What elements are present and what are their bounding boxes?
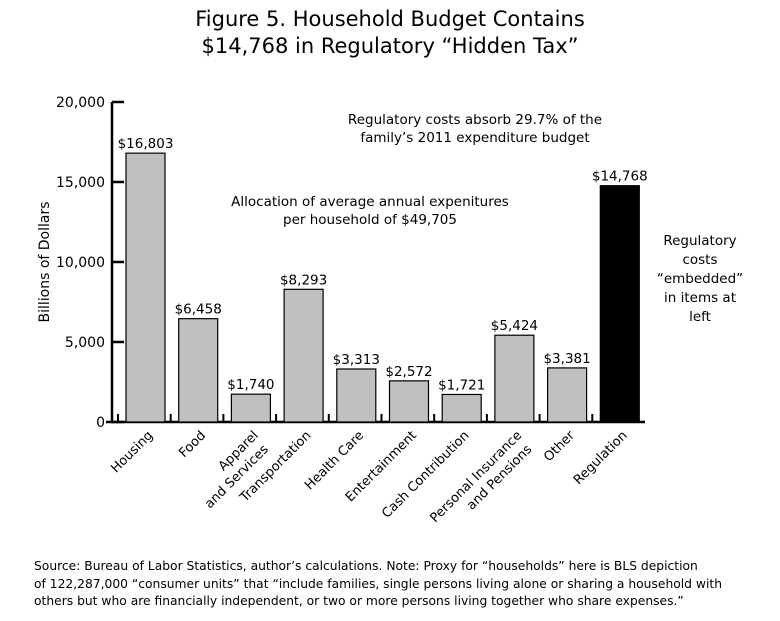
annotation-line: per household of $49,705 (283, 212, 457, 228)
y-tick-label: 0 (96, 415, 105, 431)
annotation-line: in items at (664, 290, 736, 306)
source-line: Source: Bureau of Labor Statistics, auth… (34, 559, 698, 573)
bar (599, 185, 640, 423)
x-tick-label: Other (541, 428, 578, 465)
title-line-1: Figure 5. Household Budget Contains (195, 7, 585, 31)
y-axis-label: Billions of Dollars (37, 201, 53, 322)
bar (388, 380, 430, 423)
y-tick-label: 15,000 (56, 175, 105, 191)
bar (230, 393, 271, 423)
source-note: Source: Bureau of Labor Statistics, auth… (34, 558, 774, 611)
x-tick-label: Regulation (571, 428, 631, 488)
bar (336, 368, 377, 423)
allocation-annotation: Allocation of average annual expenitures… (200, 193, 540, 229)
source-line: others but who are financially independe… (34, 594, 684, 608)
bar-value-label: $2,572 (385, 364, 432, 380)
bar (125, 152, 166, 423)
annotation-line: left (689, 309, 711, 325)
bar-value-label: $3,381 (543, 351, 590, 367)
bar-value-label: $14,768 (592, 169, 648, 185)
x-tick-label: Cash Contribution (379, 428, 472, 521)
bar (494, 334, 535, 423)
bar-value-label: $1,740 (227, 377, 274, 393)
y-tick-label: 5,000 (65, 335, 105, 351)
bar (283, 288, 324, 423)
bar-value-label: $6,458 (175, 302, 222, 318)
regulatory-share-annotation: Regulatory costs absorb 29.7% of the fam… (310, 111, 640, 147)
y-tick-label: 10,000 (56, 255, 105, 271)
title-line-2: $14,768 in Regulatory “Hidden Tax” (201, 34, 579, 58)
annotation-line: family’s 2011 expenditure budget (360, 130, 590, 146)
annotation-line: Regulatory (663, 233, 737, 249)
annotation-line: costs (682, 252, 718, 268)
bar-value-label: $16,803 (118, 136, 174, 152)
chart-title: Figure 5. Household Budget Contains $14,… (0, 6, 780, 60)
annotation-line: Regulatory costs absorb 29.7% of the (347, 112, 603, 128)
x-tick-label: Food (176, 428, 209, 461)
embedded-annotation: Regulatory costs “embedded” in items at … (650, 232, 750, 327)
bar-value-label: $5,424 (491, 318, 538, 334)
source-line: of 122,287,000 “consumer units” that “in… (34, 576, 722, 591)
x-tick-label: Housing (108, 428, 156, 476)
bar (178, 318, 219, 423)
annotation-line: Allocation of average annual expenitures (231, 194, 509, 210)
bar (546, 367, 588, 423)
y-tick-label: 20,000 (56, 95, 105, 111)
bar (441, 393, 482, 423)
annotation-line: “embedded” (656, 271, 744, 287)
bar-value-label: $1,721 (438, 377, 485, 393)
bar-value-label: $8,293 (280, 272, 327, 288)
bar-value-label: $3,313 (333, 352, 380, 368)
